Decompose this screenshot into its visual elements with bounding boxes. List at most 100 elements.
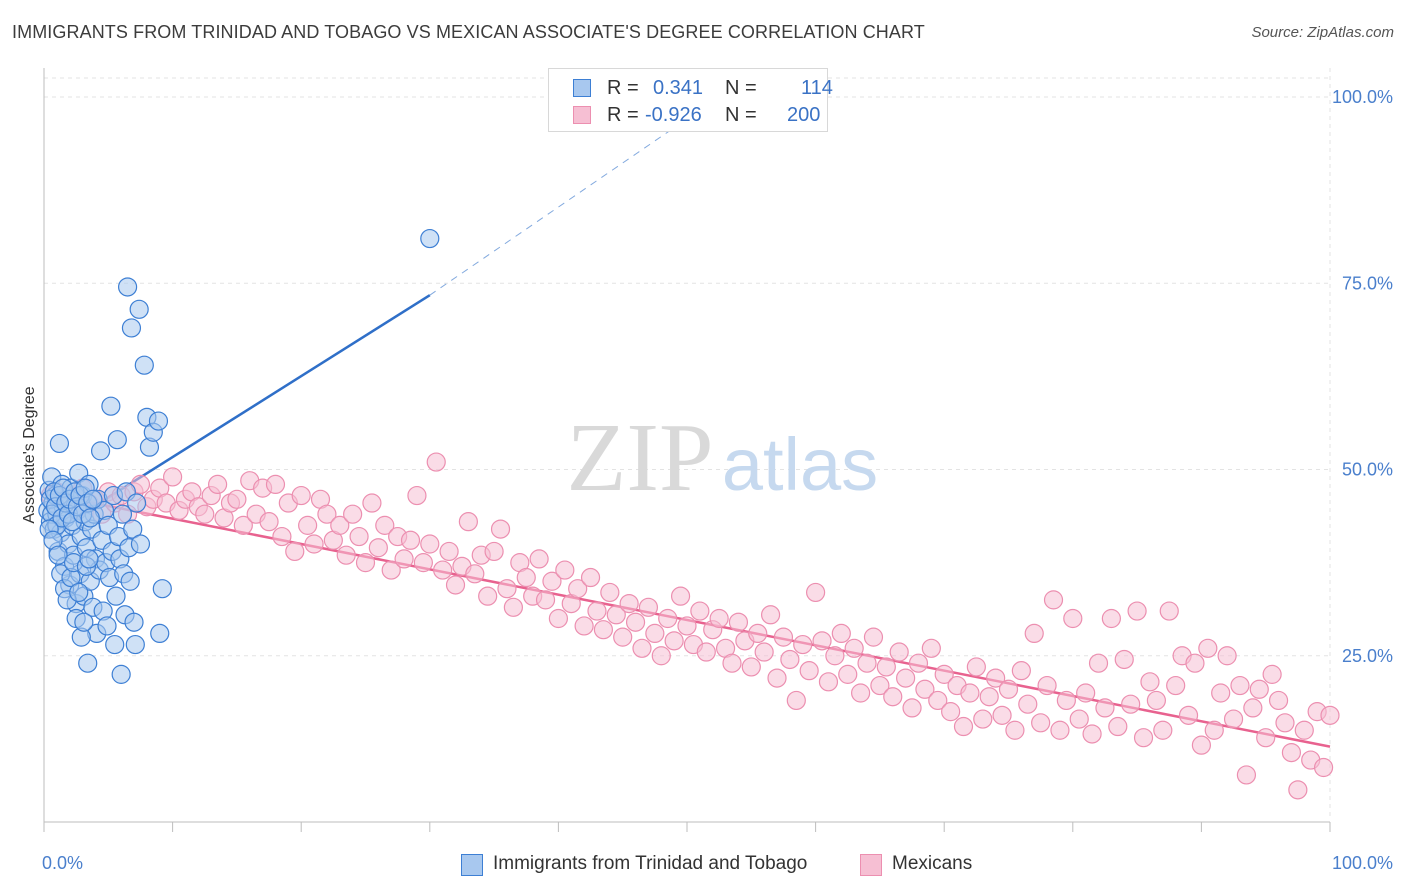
mexicans-point	[921, 638, 941, 658]
trinidad-point	[152, 579, 172, 599]
series-legend: Immigrants from Trinidad and Tobago Mexi…	[0, 852, 1406, 878]
watermark-zip: ZIP	[567, 404, 714, 512]
mexicans-point	[1320, 705, 1340, 725]
mexicans-point	[445, 575, 466, 595]
mexicans-point	[844, 638, 864, 658]
series-label: Mexicans	[892, 853, 973, 874]
mexicans-point	[767, 668, 787, 688]
mexicans-point	[1211, 683, 1231, 703]
mexicans-point	[908, 653, 929, 673]
mexicans-point	[426, 452, 446, 472]
trinidad-point	[105, 634, 125, 655]
mexicans-point	[336, 545, 356, 565]
mexicans-point	[555, 560, 575, 580]
mexicans-point	[973, 709, 993, 729]
mexicans-point	[696, 642, 716, 662]
mexicans-point	[394, 549, 414, 569]
y-tick-label: 50.0%	[1342, 460, 1393, 480]
mexicans-point	[1101, 608, 1121, 629]
mexicans-point	[677, 616, 697, 636]
mexicans-point	[484, 541, 504, 562]
mexicans-point	[1275, 713, 1295, 733]
mexicans-point	[349, 526, 369, 547]
mexicans-point	[760, 605, 781, 625]
mexicans-point	[529, 549, 549, 569]
mexicans-point	[915, 679, 935, 699]
trinidad-point	[79, 549, 99, 569]
mexicans-point	[1159, 601, 1179, 621]
trinidad-point	[80, 508, 100, 528]
x-tick-label: 0.0%	[42, 853, 83, 873]
trinidad-trend-extension	[429, 109, 701, 296]
mexicans-point	[838, 664, 858, 684]
mexicans-point	[330, 515, 350, 535]
mexicans-point	[857, 653, 877, 673]
y-tick-label: 75.0%	[1342, 273, 1393, 293]
mexicans-point	[1256, 728, 1276, 748]
legend-swatch-pink	[573, 106, 591, 124]
mexicans-point	[1063, 608, 1083, 629]
mexicans-point	[516, 567, 536, 588]
mexicans-point	[503, 597, 523, 617]
mexicans-point	[690, 601, 710, 621]
mexicans-point	[265, 474, 286, 494]
mexicans-point	[433, 560, 453, 580]
mexicans-point	[741, 657, 761, 677]
mexicans-point	[593, 620, 614, 640]
legend-swatch-blue	[573, 79, 591, 97]
mexicans-point	[1043, 590, 1064, 610]
mexicans-point	[439, 541, 459, 562]
trinidad-point	[106, 586, 126, 606]
mexicans-point	[1095, 698, 1115, 718]
y-tick-label: 25.0%	[1342, 646, 1393, 666]
mexicans-point	[465, 564, 485, 584]
mexicans-point	[1133, 728, 1154, 748]
mexicans-point	[1024, 623, 1044, 644]
trinidad-point	[120, 571, 140, 591]
mexicans-point	[1281, 742, 1302, 763]
mexicans-point	[812, 631, 832, 651]
mexicans-point	[1114, 649, 1134, 670]
mexicans-point	[709, 608, 729, 629]
mexicans-point	[1262, 664, 1282, 684]
mexicans-point	[1018, 694, 1038, 714]
mexicans-point	[818, 672, 839, 692]
mexicans-point	[1031, 713, 1051, 733]
mexicans-point	[986, 668, 1006, 688]
mexicans-point	[1313, 757, 1334, 778]
legend-r-label: R =	[607, 104, 639, 126]
correlation-legend: R = 0.341 N = 114 R = -0.926 N = 200	[548, 68, 833, 132]
mexicans-point	[208, 474, 228, 494]
mexicans-point	[1037, 675, 1057, 696]
mexicans-point	[285, 541, 305, 562]
mexicans-point	[1191, 735, 1212, 755]
mexicans-point	[953, 716, 974, 737]
mexicans-point	[728, 612, 749, 632]
trinidad-point	[111, 664, 131, 684]
mexicans-point	[1217, 646, 1237, 666]
mexicans-point	[889, 642, 909, 662]
legend-r-value: -0.926	[645, 104, 702, 126]
mexicans-point	[1005, 720, 1025, 740]
trinidad-point	[130, 534, 151, 554]
trinidad-point	[74, 612, 94, 632]
mexicans-point	[574, 616, 594, 636]
mexicans-point	[1249, 679, 1269, 699]
mexicans-point	[625, 612, 646, 632]
mexicans-point	[722, 653, 742, 673]
y-axis-label: Associate's Degree	[21, 386, 38, 523]
mexicans-point	[870, 675, 890, 696]
trinidad-point	[420, 228, 440, 249]
mexicans-point	[420, 534, 440, 554]
mexicans-point	[291, 485, 311, 506]
legend-n-value: 200	[787, 104, 821, 126]
mexicans-point	[664, 631, 684, 651]
mexicans-point	[748, 623, 768, 644]
mexicans-point	[638, 597, 659, 617]
mexicans-point	[851, 683, 871, 703]
trinidad-point	[121, 318, 142, 338]
mexicans-point	[979, 687, 999, 707]
mexicans-point	[1204, 720, 1224, 740]
trinidad-point	[90, 441, 111, 461]
